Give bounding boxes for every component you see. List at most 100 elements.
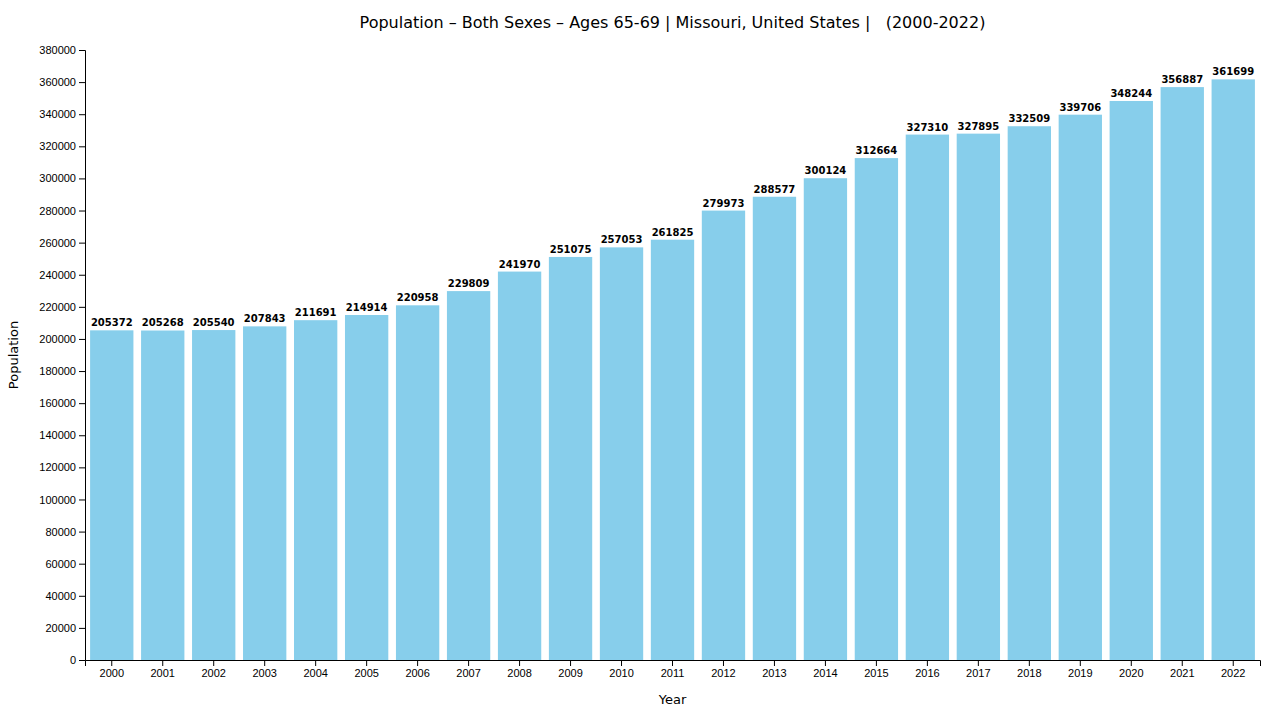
tick: 200000: [39, 333, 85, 345]
tick-label: 60000: [45, 558, 76, 570]
tick-label: 140000: [39, 429, 76, 441]
tick-label: 2016: [915, 667, 939, 679]
tick-label: 2005: [354, 667, 378, 679]
tick: 2004: [303, 660, 327, 679]
x-axis: 2000 2001 2002 2003 2004 2005 2006 2007 2008 2009…: [86, 660, 1261, 679]
data-label: 205540: [193, 317, 235, 328]
tick: 320000: [39, 140, 85, 152]
tick: 180000: [39, 365, 85, 377]
data-label: 205372: [91, 317, 133, 328]
data-label: 288577: [754, 184, 796, 195]
bar: [1059, 115, 1102, 660]
data-label: 220958: [397, 292, 439, 303]
bar: [294, 320, 337, 660]
tick-mark: [264, 660, 265, 666]
tick: 2008: [507, 660, 531, 679]
tick-label: 2000: [100, 667, 124, 679]
bar: [1212, 79, 1255, 660]
tick-mark: [79, 467, 85, 468]
title: Population – Both Sexes – Ages 65-69 | M…: [360, 13, 986, 32]
data-label: 312664: [856, 145, 898, 156]
tick-label: 2006: [405, 667, 429, 679]
tick-label: 80000: [45, 526, 76, 538]
tick: 2014: [813, 660, 837, 679]
tick: 2012: [711, 660, 735, 679]
tick-label: 380000: [39, 44, 76, 56]
tick: 0: [70, 654, 85, 666]
tick-mark: [79, 114, 85, 115]
tick: 140000: [39, 429, 85, 441]
tick: 2001: [150, 660, 174, 679]
tick-mark: [366, 660, 367, 666]
bar: [906, 135, 949, 660]
tick: 2010: [609, 660, 633, 679]
tick-mark: [825, 660, 826, 666]
data-label: 361699: [1212, 66, 1254, 77]
data-label: 327895: [957, 121, 999, 132]
tick-mark: [672, 660, 673, 666]
tick: 280000: [39, 205, 85, 217]
tick-label: 160000: [39, 397, 76, 409]
bar: [702, 211, 745, 660]
tick: 2021: [1170, 660, 1194, 679]
tick: 2009: [558, 660, 582, 679]
tick: 2002: [201, 660, 225, 679]
tick-label: 2003: [252, 667, 276, 679]
tick-label: 2001: [150, 667, 174, 679]
tick-label: 2015: [864, 667, 888, 679]
data-label: 257053: [601, 234, 643, 245]
data-labels: 2053722052682055402078432116912149142209…: [91, 66, 1254, 328]
tick-mark: [79, 371, 85, 372]
tick: 2003: [252, 660, 276, 679]
tick-mark: [1233, 660, 1234, 666]
tick-mark: [79, 307, 85, 308]
tick-mark: [621, 660, 622, 666]
tick-mark: [468, 660, 469, 666]
tick-label: 2009: [558, 667, 582, 679]
tick-mark: [111, 660, 112, 666]
tick-mark: [213, 660, 214, 666]
tick: 100000: [39, 493, 85, 505]
tick-label: 40000: [45, 590, 76, 602]
tick-mark: [79, 435, 85, 436]
tick: 2013: [762, 660, 786, 679]
x-axis-title: Year: [658, 692, 687, 707]
tick-mark: [519, 660, 520, 666]
tick: 160000: [39, 397, 85, 409]
tick: 2015: [864, 660, 888, 679]
tick: 2005: [354, 660, 378, 679]
bar: [90, 330, 133, 660]
tick-label: 0: [70, 654, 76, 666]
bar: [855, 158, 898, 660]
tick-label: 280000: [39, 205, 76, 217]
tick-label: 2014: [813, 667, 837, 679]
bar: [804, 178, 847, 660]
tick: 2017: [966, 660, 990, 679]
tick-mark: [79, 339, 85, 340]
tick-mark: [79, 243, 85, 244]
tick-mark: [79, 211, 85, 212]
tick-label: 2004: [303, 667, 327, 679]
data-label: 214914: [346, 302, 388, 313]
tick-label: 2013: [762, 667, 786, 679]
tick: 2019: [1068, 660, 1092, 679]
tick-label: 2010: [609, 667, 633, 679]
tick-label: 20000: [45, 622, 76, 634]
bar: [549, 257, 592, 660]
tick-label: 340000: [39, 108, 76, 120]
bar: [192, 330, 235, 660]
tick-mark: [570, 660, 571, 666]
bar: [600, 247, 643, 660]
data-label: 348244: [1110, 88, 1152, 99]
tick: 360000: [39, 76, 85, 88]
tick-label: 2008: [507, 667, 531, 679]
tick-mark: [1029, 660, 1030, 666]
data-label: 205268: [142, 317, 184, 328]
tick-label: 2011: [661, 667, 685, 679]
tick: 2011: [661, 660, 685, 679]
tick-label: 2007: [456, 667, 480, 679]
bar: [396, 305, 439, 660]
tick-label: 220000: [39, 301, 76, 313]
tick-mark: [162, 660, 163, 666]
tick-label: 200000: [39, 333, 76, 345]
